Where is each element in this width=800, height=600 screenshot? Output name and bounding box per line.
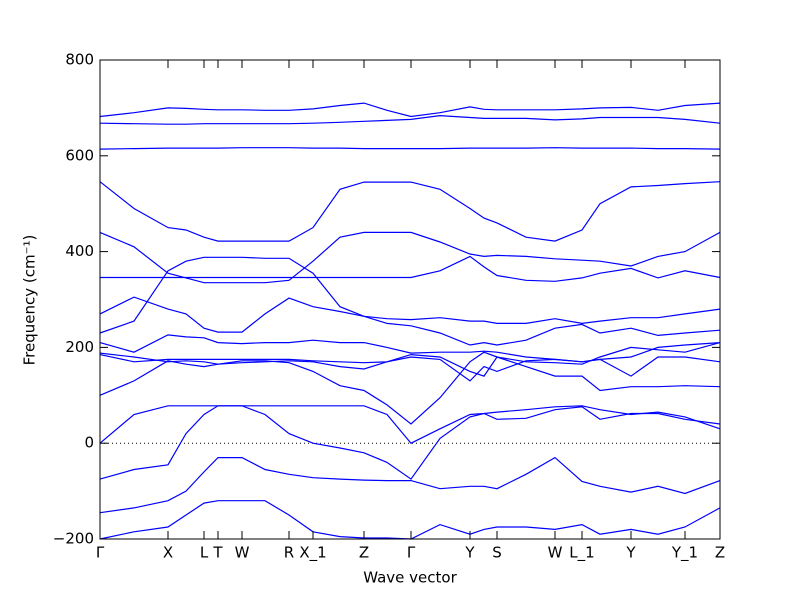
band-line: [99, 114, 721, 125]
band-line: [99, 102, 721, 118]
band-line: [100, 255, 721, 282]
y-tick-label: 400: [65, 242, 94, 260]
x-tick-label: Γ: [407, 544, 416, 562]
x-tick-label: X_1: [299, 544, 326, 563]
x-tick-label: L_1: [569, 544, 594, 563]
band-line: [99, 256, 721, 334]
band-line: [99, 231, 721, 284]
band-line: [99, 147, 721, 150]
band-line: [99, 342, 721, 377]
y-tick-label: 600: [65, 146, 94, 164]
band-line: [99, 296, 721, 346]
x-tick-label: T: [212, 544, 223, 562]
x-tick-label: R: [284, 544, 294, 562]
band-line: [99, 351, 721, 425]
x-tick-label: Y: [625, 544, 636, 562]
x-tick-label: Z: [715, 544, 725, 562]
y-axis-label: Frequency (cm⁻¹): [21, 235, 39, 366]
x-tick-label: Y: [464, 544, 475, 562]
y-tick-label: 200: [65, 338, 94, 356]
x-tick-label: L: [200, 544, 209, 562]
band-line: [99, 181, 721, 242]
band-line: [99, 354, 721, 382]
band-line: [99, 405, 721, 480]
x-tick-label: Z: [359, 544, 369, 562]
band-line: [99, 500, 721, 540]
x-axis-label: Wave vector: [363, 569, 457, 587]
x-tick-label: W: [548, 544, 563, 562]
band-line: [99, 405, 721, 444]
x-tick-label: W: [235, 544, 250, 562]
band-line: [99, 456, 721, 514]
plot-frame: [99, 59, 721, 540]
y-tick-label: 0: [84, 434, 94, 452]
x-tick-label: Y_1: [671, 544, 698, 563]
y-tick-label: 800: [65, 51, 94, 69]
x-tick-label: X: [163, 544, 173, 562]
x-tick-label: S: [492, 544, 502, 562]
x-tick-label: Γ: [96, 544, 105, 562]
y-tick-label: −200: [53, 530, 94, 548]
